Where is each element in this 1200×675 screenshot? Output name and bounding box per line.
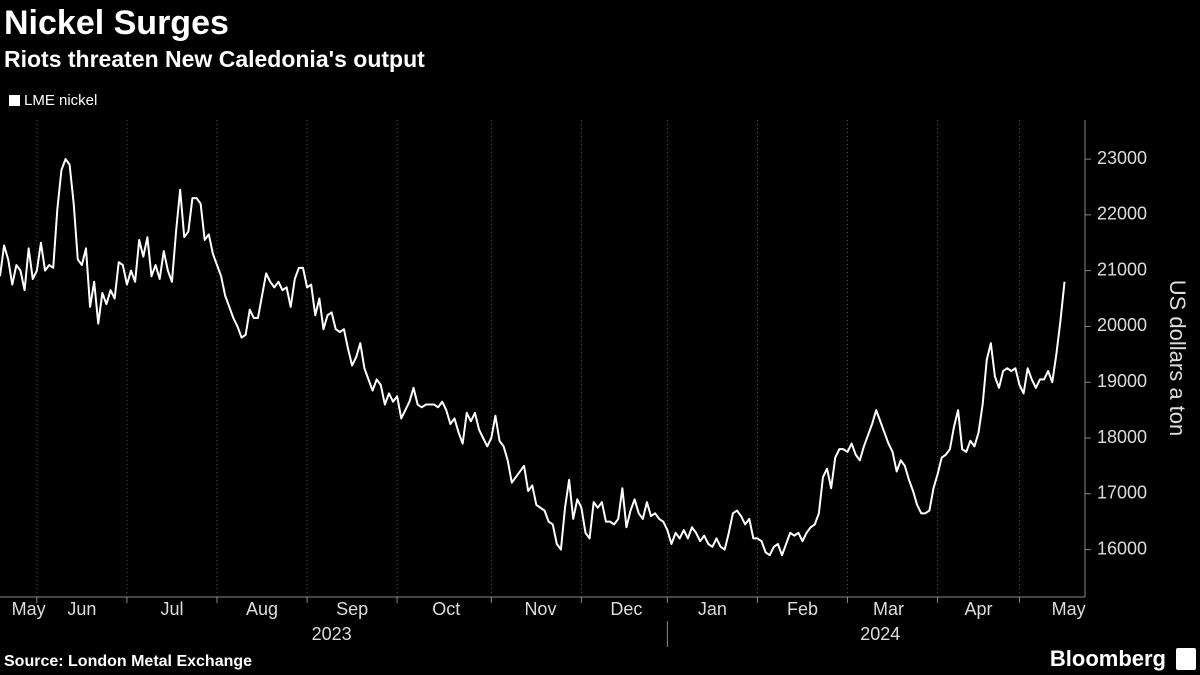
x-tick-label: May [12,599,46,619]
year-label: 2024 [860,624,900,644]
source: Source: London Metal Exchange [4,653,252,670]
y-tick-label: 21000 [1097,259,1147,279]
x-tick-label: Jan [698,599,727,619]
y-tick-label: 20000 [1097,315,1147,335]
x-tick-label: Dec [610,599,642,619]
x-tick-label: May [1052,599,1086,619]
y-tick-label: 17000 [1097,483,1147,503]
x-tick-label: Mar [873,599,904,619]
x-tick-label: Aug [246,599,278,619]
legend-label: LME nickel [24,92,97,109]
y-tick-label: 22000 [1097,204,1147,224]
legend-swatch [9,95,20,106]
x-tick-label: Jul [160,599,183,619]
y-tick-label: 23000 [1097,148,1147,168]
year-label: 2023 [312,624,352,644]
y-tick-label: 19000 [1097,371,1147,391]
chart-title: Nickel Surges [4,4,229,42]
x-tick-label: Sep [336,599,368,619]
x-tick-label: Feb [787,599,818,619]
x-tick-label: Jun [67,599,96,619]
x-tick-label: Nov [524,599,556,619]
brand: Bloomberg [1050,646,1166,671]
y-axis-label: US dollars a ton [1165,280,1190,437]
chart-subtitle: Riots threaten New Caledonia's output [4,46,425,72]
brand-icon [1176,648,1196,670]
x-tick-label: Oct [432,599,460,619]
y-tick-label: 18000 [1097,427,1147,447]
y-tick-label: 16000 [1097,538,1147,558]
x-tick-label: Apr [965,599,993,619]
price-line [0,158,1066,557]
